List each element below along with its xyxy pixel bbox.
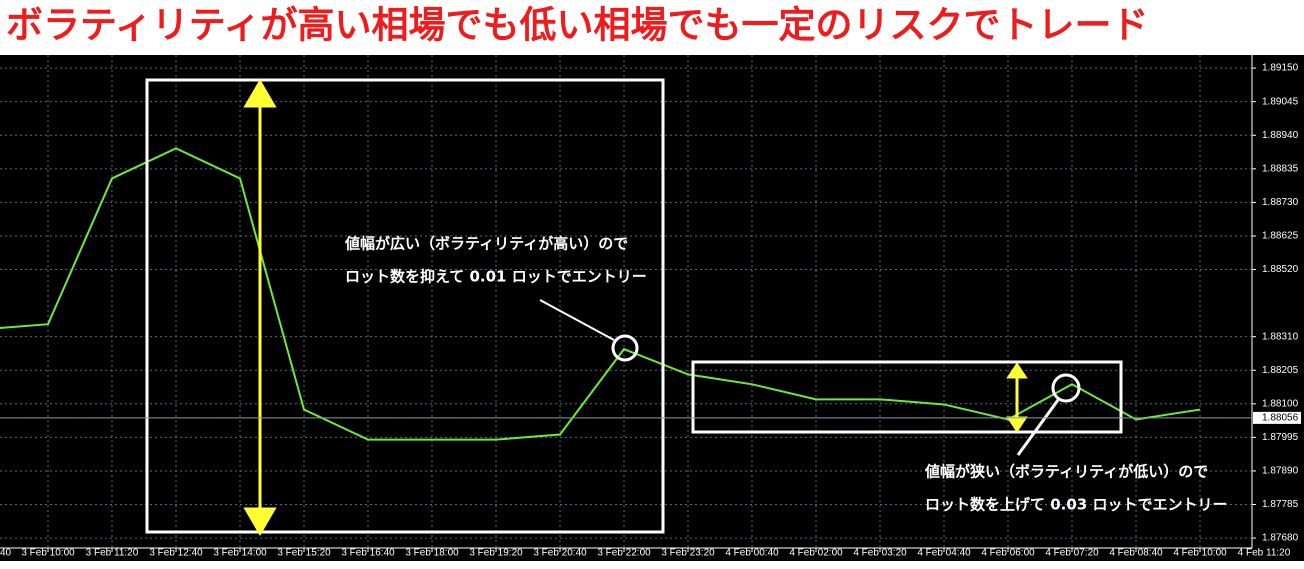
last-price-label: 1.88056 — [1262, 413, 1299, 424]
x-tick-label: 4 Feb 08:40 — [1109, 548, 1163, 559]
y-tick-label: 1.87890 — [1262, 466, 1299, 477]
x-tick-label: 4 Feb 07:20 — [1045, 548, 1099, 559]
x-tick-label: 3 Feb 23:20 — [661, 548, 715, 559]
y-tick-label: 1.88625 — [1262, 231, 1299, 242]
y-tick-label: 1.88835 — [1262, 163, 1299, 174]
plot-background — [0, 55, 1304, 561]
y-tick-label: 1.88940 — [1262, 130, 1299, 141]
x-tick-label: 3 Feb 20:40 — [533, 548, 587, 559]
range-arrow — [243, 79, 277, 536]
x-tick-label: 3 Feb 18:00 — [405, 548, 459, 559]
x-tick-label: 3 Feb 11:20 — [86, 548, 139, 559]
x-tick-label: 3 Feb 10:00 — [21, 548, 75, 559]
last-price-box — [1253, 411, 1301, 424]
price-line — [0, 147, 1201, 441]
y-tick-label: 1.89045 — [1262, 96, 1299, 107]
x-tick-label: 3 Feb 22:00 — [597, 548, 651, 559]
pointer-line — [1016, 399, 1060, 456]
annotation: ロット数を抑えて 0.01 ロットでエントリー — [345, 268, 647, 286]
chart-title: ボラティリティが高い相場でも低い相場でも一定のリスクでトレード — [6, 4, 1149, 47]
x-tick-label: 3 Feb 12:40 — [149, 548, 203, 559]
y-tick-label: 1.88205 — [1262, 365, 1299, 376]
annotation: 値幅が狭い（ボラティリティが低い）ので — [924, 463, 1208, 481]
x-tick-label: 3 Feb 15:20 — [277, 548, 331, 559]
y-tick-label: 1.87785 — [1262, 499, 1299, 510]
x-tick-label: 4 Feb 06:00 — [981, 548, 1035, 559]
grid — [0, 55, 1252, 548]
x-tick-label: 4 Feb 03:20 — [853, 548, 907, 559]
x-tick-label: 3 Feb 14:00 — [213, 548, 267, 559]
x-tick-label: 4 Feb 11:20 — [1238, 548, 1291, 559]
x-tick-label: 3 Feb 19:20 — [469, 548, 523, 559]
x-tick-label: 4 Feb 00:40 — [725, 548, 779, 559]
marks — [0, 147, 1201, 441]
x-tick-label: 40 — [0, 548, 12, 559]
x-tick-label: 4 Feb 04:40 — [917, 548, 971, 559]
entry-circle — [611, 334, 639, 362]
low-volatility-box — [691, 360, 1123, 434]
x-tick-label: 4 Feb 10:00 — [1173, 548, 1227, 559]
entry-circle — [1051, 373, 1081, 403]
y-tick-label: 1.87995 — [1262, 432, 1299, 443]
title-band — [0, 0, 1304, 52]
y-tick-label: 1.88310 — [1262, 331, 1299, 342]
annotation: ロット数を上げて 0.03 ロットでエントリー — [925, 496, 1227, 514]
x-tick-label: 4 Feb 02:00 — [789, 548, 843, 559]
y-tick-label: 1.88520 — [1262, 264, 1299, 275]
high-volatility-box — [145, 78, 665, 534]
y-tick-label: 1.88730 — [1262, 197, 1299, 208]
y-tick-label: 1.88100 — [1262, 398, 1299, 409]
x-tick-label: 3 Feb 16:40 — [341, 548, 395, 559]
pointer-line — [539, 299, 615, 341]
annotation: 値幅が広い（ボラティリティが高い）ので — [344, 235, 628, 253]
y-tick-label: 1.89150 — [1262, 63, 1299, 74]
y-tick-label: 1.87680 — [1262, 533, 1299, 544]
